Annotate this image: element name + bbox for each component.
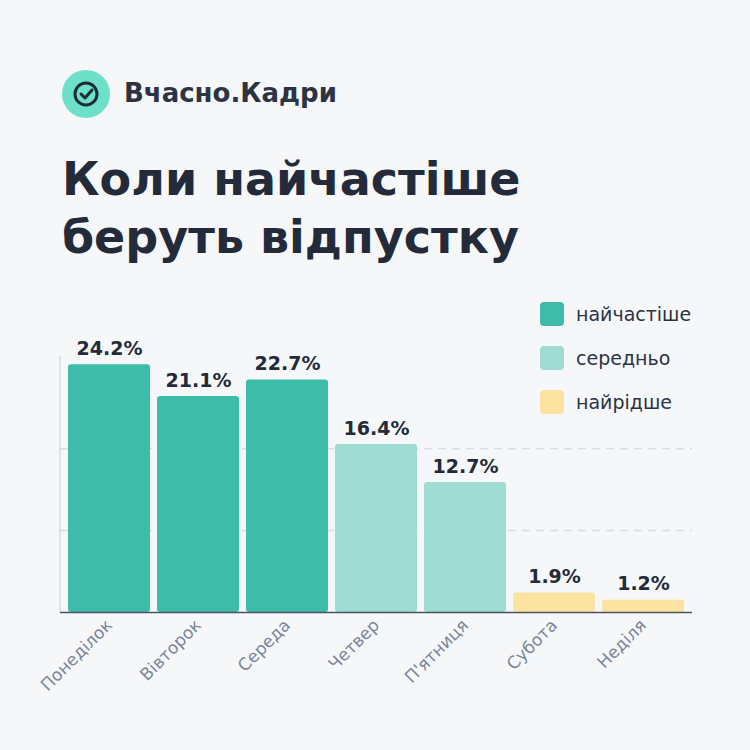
svg-text:Неділя: Неділя: [593, 615, 650, 672]
html-text:Коли найчастіше беруть відпуст: Коли найчастіше беруть відпустку: [62, 152, 521, 264]
svg-text:16.4%: 16.4%: [344, 417, 410, 439]
svg-text:Субота: Субота: [502, 615, 561, 674]
svg-text:1.9%: 1.9%: [528, 565, 581, 587]
html-text:Вчасно.Кадри: Вчасно.Кадри: [124, 78, 337, 108]
svg-text:1.2%: 1.2%: [617, 572, 670, 594]
svg-text:Середа: Середа: [234, 615, 295, 676]
html-text:найрідше: найрідше: [576, 391, 672, 413]
svg-text:Четвер: Четвер: [324, 615, 383, 674]
svg-text:21.1%: 21.1%: [166, 369, 232, 391]
html-text:середньо: середньо: [576, 347, 671, 369]
html-text:найчастіше: найчастіше: [576, 303, 692, 325]
svg-text:12.7%: 12.7%: [433, 455, 499, 477]
svg-text:24.2%: 24.2%: [77, 337, 143, 359]
svg-text:22.7%: 22.7%: [255, 352, 321, 374]
svg-text:Понеділок: Понеділок: [36, 615, 116, 695]
svg-text:Вівторок: Вівторок: [136, 615, 205, 684]
svg-text:П'ятниця: П'ятниця: [400, 615, 472, 687]
